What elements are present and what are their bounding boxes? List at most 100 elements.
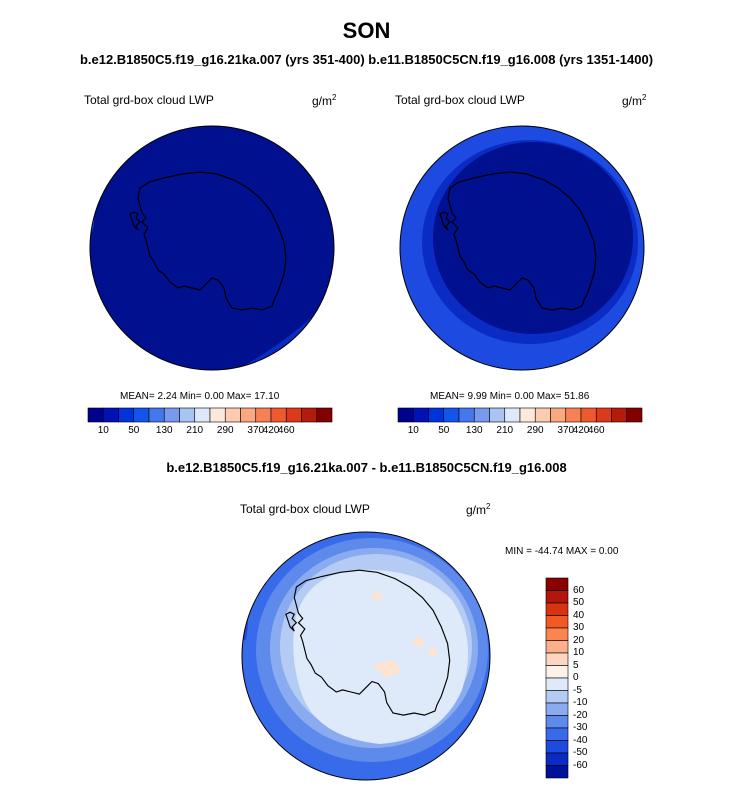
colorbar-swatch [545, 677, 569, 691]
right-colorbar [397, 407, 643, 423]
colorbar-swatch [412, 407, 429, 423]
diff-colorbar [545, 577, 569, 779]
diff-map [241, 531, 491, 781]
colorbar-swatch [224, 407, 241, 423]
diff-map-positive-patch [428, 646, 438, 658]
left-map-patch [90, 190, 95, 232]
colorbar-swatch [626, 407, 643, 423]
colorbar-label: 0 [573, 672, 579, 683]
colorbar-label: 50 [573, 597, 585, 608]
colorbar-label: 60 [573, 584, 585, 596]
colorbar-label: 370 [247, 425, 265, 436]
colorbar-label: 50 [438, 425, 450, 436]
colorbar-label: -60 [573, 759, 588, 771]
colorbar-label: 290 [216, 425, 234, 436]
colorbar-label: -30 [573, 722, 588, 733]
colorbar-swatch [316, 407, 333, 423]
colorbar-swatch [179, 407, 196, 423]
colorbar-swatch [550, 407, 567, 423]
colorbar-swatch [443, 407, 460, 423]
diff-map-positive-patch [412, 636, 424, 648]
colorbar-swatch [102, 407, 119, 423]
diff-panel-stats: MIN = -44.74 MAX = 0.00 [505, 546, 619, 557]
case-title: b.e12.B1850C5.f19_g16.21ka.007 (yrs 351-… [79, 52, 654, 67]
colorbar-swatch [545, 740, 569, 754]
colorbar-swatch [519, 407, 536, 423]
colorbar-swatch [545, 702, 569, 716]
colorbar-swatch [255, 407, 272, 423]
left-panel-units: g/m2 [312, 93, 337, 108]
colorbar-swatch [545, 652, 569, 666]
colorbar-swatch [545, 627, 569, 641]
right-map-border [399, 125, 645, 371]
diff-map-border [241, 531, 491, 781]
colorbar-label: 20 [573, 634, 585, 646]
left-map [89, 125, 335, 371]
colorbar-swatch [580, 407, 597, 423]
colorbar-swatch [489, 407, 506, 423]
colorbar-label: 10 [573, 647, 585, 658]
colorbar-swatch [148, 407, 165, 423]
left-map-border [89, 125, 335, 371]
right-map [399, 125, 645, 371]
page-title: SON [342, 18, 391, 43]
colorbar-swatch [209, 407, 226, 423]
colorbar-label: -10 [573, 697, 588, 708]
colorbar-swatch [545, 727, 569, 741]
colorbar-swatch [545, 690, 569, 704]
colorbar-swatch [611, 407, 628, 423]
colorbar-label: 30 [573, 622, 585, 633]
diff-map-positive-patch [372, 590, 382, 600]
diff-panel-units: g/m2 [466, 502, 491, 517]
colorbar-label: 130 [155, 425, 173, 436]
left-panel-label: Total grd-box cloud LWP [84, 93, 214, 107]
diff-panel-label: Total grd-box cloud LWP [240, 502, 370, 516]
colorbar-label: 40 [573, 609, 585, 621]
colorbar-swatch [595, 407, 612, 423]
colorbar-label: 5 [573, 659, 579, 671]
colorbar-swatch [565, 407, 582, 423]
right-panel-units: g/m2 [622, 93, 647, 108]
colorbar-label: 10 [97, 425, 109, 436]
colorbar-swatch [545, 640, 569, 654]
colorbar-label: -40 [573, 734, 588, 746]
colorbar-swatch [270, 407, 287, 423]
colorbar-label: 10 [407, 425, 419, 436]
colorbar-label: -5 [573, 684, 582, 696]
colorbar-swatch [397, 407, 414, 423]
colorbar-swatch [87, 407, 104, 423]
right-panel-stats: MEAN= 9.99 Min= 0.00 Max= 51.86 [430, 391, 590, 402]
diff-map-core [293, 569, 469, 744]
left-panel-stats: MEAN= 2.24 Min= 0.00 Max= 17.10 [120, 391, 280, 402]
right-map-inner-field [433, 142, 633, 334]
colorbar-swatch [534, 407, 551, 423]
colorbar-label: -20 [573, 709, 588, 721]
colorbar-swatch [118, 407, 135, 423]
difference-title: b.e12.B1850C5.f19_g16.21ka.007 - b.e11.B… [166, 460, 567, 475]
colorbar-swatch [194, 407, 211, 423]
colorbar-swatch [545, 752, 569, 766]
colorbar-swatch [545, 590, 569, 604]
colorbar-swatch [545, 615, 569, 629]
left-colorbar [87, 407, 333, 423]
colorbar-label: 210 [496, 425, 514, 436]
colorbar-swatch [545, 577, 569, 591]
colorbar-swatch [545, 715, 569, 729]
left-map-field [90, 126, 334, 370]
colorbar-swatch [163, 407, 180, 423]
colorbar-label: 290 [526, 425, 544, 436]
colorbar-label: 50 [128, 425, 140, 436]
colorbar-swatch [428, 407, 445, 423]
colorbar-swatch [285, 407, 302, 423]
colorbar-swatch [545, 665, 569, 679]
right-panel-label: Total grd-box cloud LWP [395, 93, 525, 107]
colorbar-swatch [473, 407, 490, 423]
colorbar-swatch [545, 765, 569, 779]
colorbar-label: -50 [573, 747, 588, 758]
colorbar-label: 460 [277, 425, 295, 436]
colorbar-swatch [133, 407, 150, 423]
colorbar-label: 210 [186, 425, 204, 436]
colorbar-label: 420 [572, 425, 590, 436]
colorbar-swatch [240, 407, 257, 423]
